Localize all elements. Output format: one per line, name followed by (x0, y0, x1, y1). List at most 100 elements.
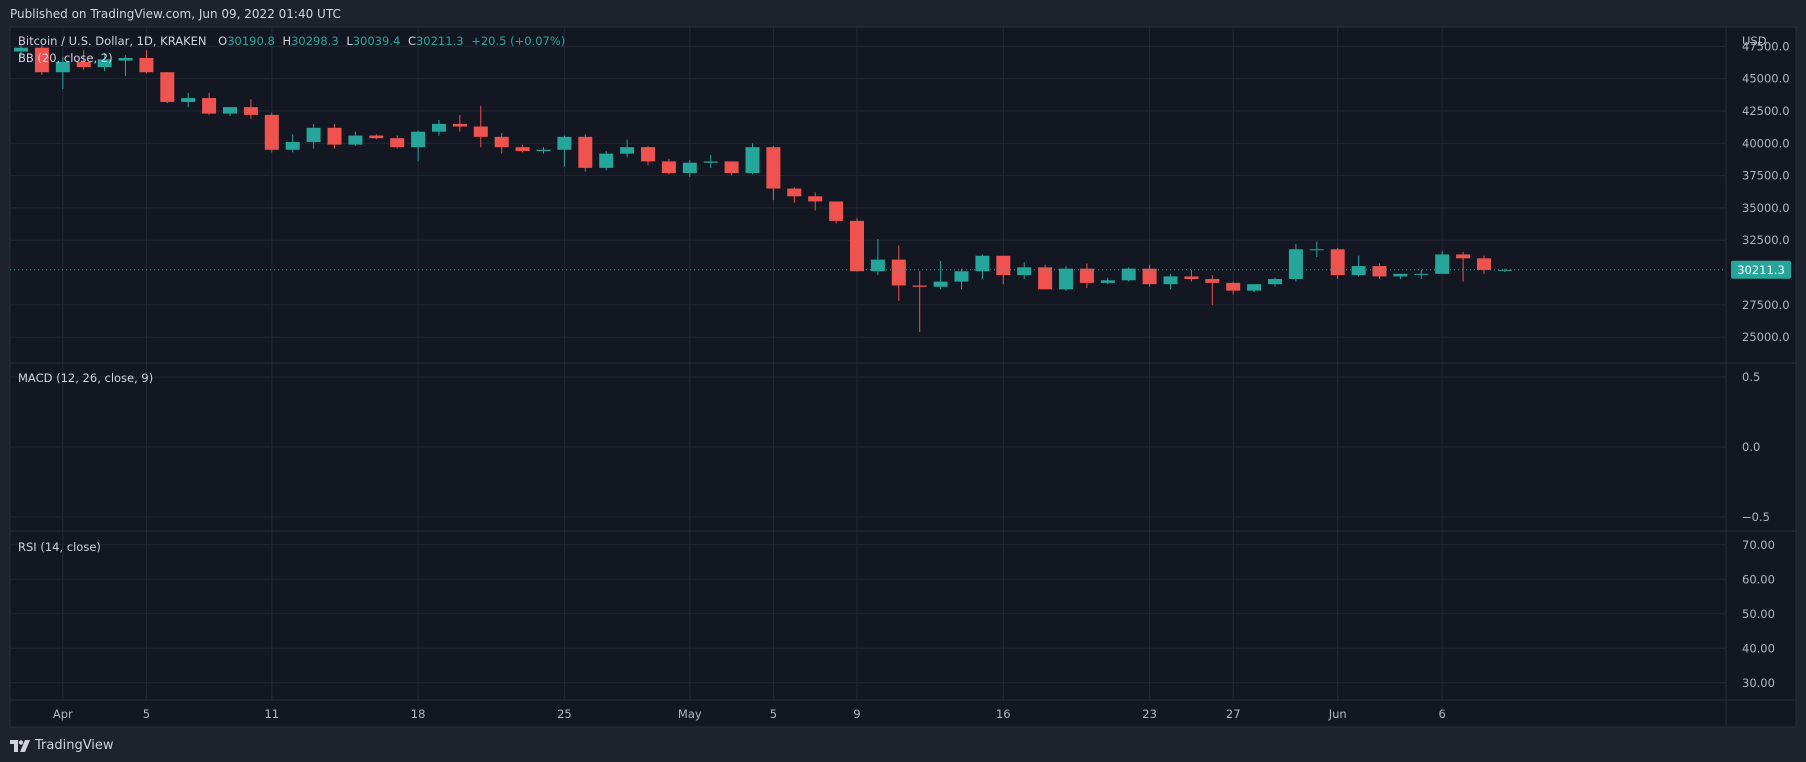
candle[interactable] (1414, 269, 1429, 279)
candle[interactable] (515, 144, 530, 153)
published-caption: Published on TradingView.com, Jun 09, 20… (10, 7, 341, 21)
candle-body (1288, 249, 1303, 279)
candle[interactable] (703, 154, 718, 168)
macd-axis[interactable]: 0.5 0.0 −0.5 (1742, 370, 1770, 524)
time-axis[interactable]: Apr 5 11 18 25 May 5 9 16 23 27 Jun 6 (53, 707, 1446, 721)
candle-body (432, 123, 446, 132)
candle[interactable] (829, 201, 844, 224)
price-axis[interactable]: 47500.0 45000.0 42500.0 40000.0 37500.0 35000… (1742, 39, 1790, 344)
tradingview-logo[interactable]: TradingView (10, 738, 114, 753)
candle[interactable] (1288, 244, 1303, 282)
candle[interactable] (1351, 255, 1366, 277)
candle-body (1247, 284, 1262, 291)
candle[interactable] (160, 72, 175, 104)
candle[interactable] (97, 52, 112, 71)
candle[interactable] (306, 123, 321, 149)
candle[interactable] (1309, 241, 1324, 258)
candle[interactable] (494, 132, 509, 154)
candle[interactable] (139, 50, 154, 74)
candle[interactable] (14, 43, 28, 59)
candle-series (14, 43, 1512, 332)
candle[interactable] (118, 55, 133, 77)
candle-body (515, 147, 530, 152)
bb-legend[interactable]: BB (20, close, 2) (18, 51, 113, 65)
candle-body (850, 220, 864, 272)
candle[interactable] (264, 112, 279, 153)
price-tick-label: 42500.0 (1742, 104, 1790, 118)
candle[interactable] (724, 161, 739, 176)
candle[interactable] (369, 134, 384, 140)
candle[interactable] (1393, 273, 1408, 279)
candle[interactable] (1205, 275, 1220, 305)
candle-body (912, 285, 927, 287)
candle[interactable] (536, 147, 551, 154)
candle[interactable] (661, 158, 676, 175)
candle[interactable] (745, 143, 760, 175)
candle[interactable] (411, 130, 426, 162)
candle[interactable] (1184, 269, 1199, 282)
candle[interactable] (557, 135, 572, 167)
candle[interactable] (578, 134, 593, 172)
candle[interactable] (912, 271, 927, 332)
candle[interactable] (55, 56, 70, 90)
candle[interactable] (891, 245, 906, 301)
candle[interactable] (1038, 264, 1053, 290)
candle[interactable] (787, 187, 802, 203)
candle[interactable] (1456, 251, 1471, 282)
candle[interactable] (1372, 263, 1387, 279)
time-tick-label: 6 (1439, 707, 1446, 721)
candle[interactable] (243, 99, 258, 119)
candle-body (327, 127, 342, 145)
candle[interactable] (808, 192, 823, 211)
candle[interactable] (850, 218, 864, 272)
candle[interactable] (1497, 268, 1512, 273)
candle-body (1205, 279, 1220, 283)
candle[interactable] (181, 92, 196, 108)
time-tick-label: 23 (1142, 707, 1157, 721)
candle[interactable] (1477, 255, 1491, 274)
candle[interactable] (1226, 281, 1241, 295)
candle[interactable] (766, 145, 781, 201)
candle[interactable] (870, 238, 885, 276)
candle[interactable] (1017, 262, 1032, 279)
candle[interactable] (933, 260, 948, 290)
candle[interactable] (1330, 247, 1345, 279)
time-tick-label: 18 (411, 707, 426, 721)
candle[interactable] (1100, 277, 1115, 285)
candle[interactable] (76, 50, 91, 70)
candle[interactable] (1121, 267, 1136, 282)
candle[interactable] (348, 131, 363, 146)
candle[interactable] (1142, 264, 1157, 287)
candle[interactable] (223, 107, 237, 117)
candle[interactable] (641, 145, 655, 166)
candle[interactable] (390, 135, 405, 149)
price-tick-label: 35000.0 (1742, 201, 1790, 215)
candle[interactable] (202, 92, 217, 115)
candle[interactable] (1079, 263, 1094, 289)
candle[interactable] (285, 134, 300, 153)
candle[interactable] (327, 123, 342, 149)
candle-body (1414, 273, 1429, 275)
candle[interactable] (1163, 273, 1178, 290)
candle[interactable] (34, 45, 49, 75)
candle[interactable] (975, 254, 990, 279)
time-tick-label: 5 (770, 707, 777, 721)
macd-legend[interactable]: MACD (12, 26, close, 9) (18, 371, 153, 385)
candle-body (139, 58, 154, 73)
time-tick-label: 16 (996, 707, 1011, 721)
rsi-legend[interactable]: RSI (14, close) (18, 540, 101, 554)
candle-body (202, 98, 217, 114)
candle[interactable] (599, 151, 614, 171)
candle[interactable] (432, 120, 446, 136)
candle[interactable] (954, 268, 969, 290)
rsi-axis[interactable]: 70.00 60.00 50.00 40.00 30.00 (1742, 538, 1775, 690)
candle[interactable] (452, 114, 467, 132)
candle[interactable] (1268, 277, 1282, 287)
candle[interactable] (1247, 284, 1262, 292)
candle[interactable] (473, 105, 488, 148)
candle[interactable] (620, 139, 635, 158)
candle[interactable] (682, 160, 697, 177)
candle-body (1121, 268, 1136, 281)
high-label: H (282, 34, 291, 48)
